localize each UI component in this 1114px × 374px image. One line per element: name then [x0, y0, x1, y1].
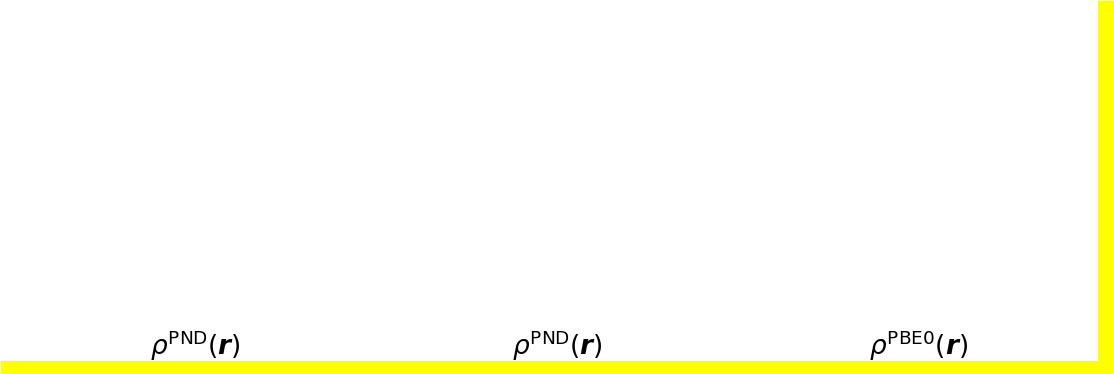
Text: $\rho^{\mathrm{PBE0}}(\boldsymbol{r})$: $\rho^{\mathrm{PBE0}}(\boldsymbol{r})$	[869, 329, 969, 363]
Text: $\rho^{\mathrm{PND}}(\boldsymbol{r})$: $\rho^{\mathrm{PND}}(\boldsymbol{r})$	[149, 329, 241, 363]
Text: $\rho^{\mathrm{PND}}(\boldsymbol{r})$: $\rho^{\mathrm{PND}}(\boldsymbol{r})$	[511, 329, 603, 363]
